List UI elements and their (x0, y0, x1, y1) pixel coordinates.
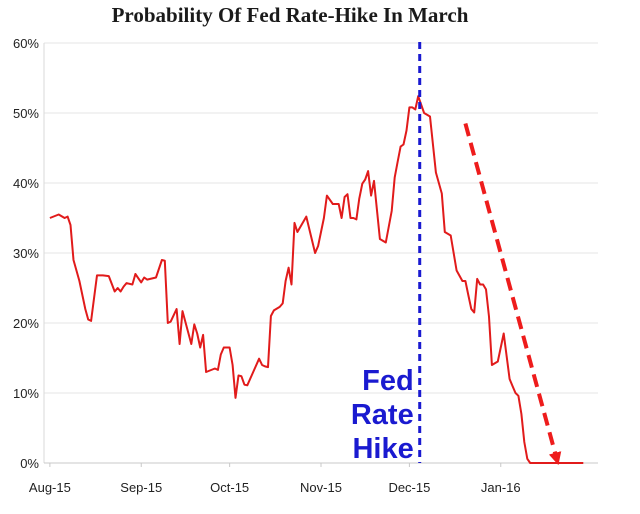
data-series (49, 95, 584, 464)
y-tick-label: 50% (13, 106, 39, 121)
gridlines (44, 42, 598, 394)
x-tick-label: Dec-15 (388, 480, 430, 495)
x-tick-label: Sep-15 (120, 480, 162, 495)
x-tick-label: Oct-15 (210, 480, 249, 495)
event-label-line: Fed (362, 365, 414, 397)
trend-arrow (463, 122, 562, 466)
x-axis: Aug-15 Sep-15 Oct-15 Nov-15 Dec-15 Jan-16 (29, 462, 598, 495)
event-label-line: Hike (352, 433, 413, 465)
y-tick-label: 60% (13, 36, 39, 51)
event-label-line: Rate (351, 399, 414, 431)
y-tick-label: 30% (13, 246, 39, 261)
chart-title: Probability Of Fed Rate-Hike In March (112, 3, 469, 27)
y-axis: 0% 10% 20% 30% 40% 50% 60% (13, 36, 45, 471)
x-tick-label: Aug-15 (29, 480, 71, 495)
y-tick-label: 0% (20, 456, 39, 471)
y-tick-label: 20% (13, 316, 39, 331)
x-tick-label: Jan-16 (481, 480, 521, 495)
x-tick-label: Nov-15 (300, 480, 342, 495)
series-line (49, 95, 584, 464)
y-tick-label: 10% (13, 386, 39, 401)
trend-arrow-group (463, 122, 562, 466)
y-tick-label: 40% (13, 176, 39, 191)
